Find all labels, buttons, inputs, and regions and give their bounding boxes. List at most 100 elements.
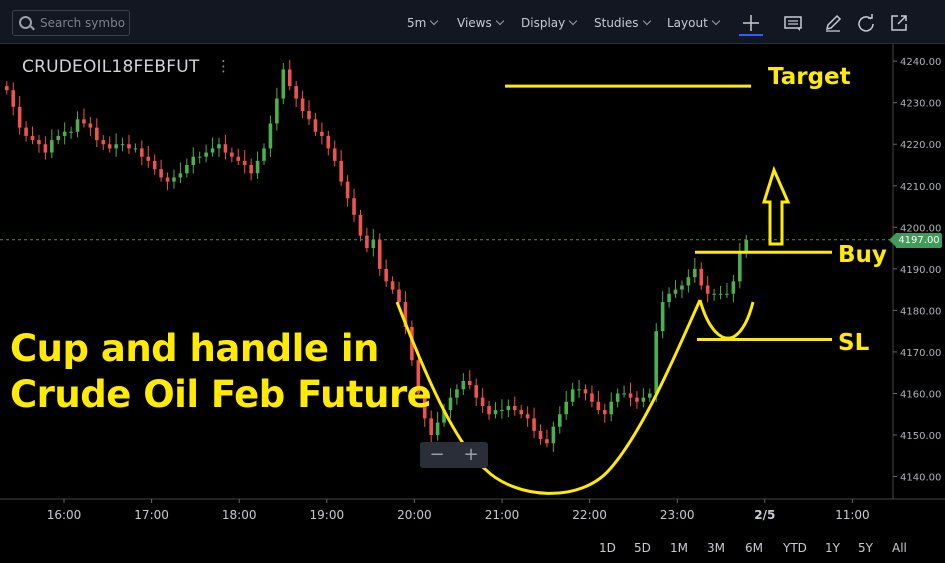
candle-body: [532, 418, 536, 431]
candle-body: [230, 152, 234, 157]
candle-body: [236, 156, 241, 161]
studies-dropdown[interactable]: Studies: [594, 16, 651, 30]
candle-body: [570, 389, 575, 402]
candle-body: [140, 148, 144, 157]
zoom-in-button[interactable]: +: [463, 444, 479, 465]
candle-body: [551, 426, 556, 444]
candle-body: [641, 397, 646, 402]
candle-body: [127, 144, 131, 149]
candle-body: [474, 385, 478, 398]
popout-icon[interactable]: [886, 10, 912, 36]
price-axis: 4240.00 4230.00 4220.00 4210.00 4200.00 4190.…: [893, 57, 941, 484]
price-tick-label: 4240.00: [900, 57, 941, 68]
candle-body: [718, 293, 723, 295]
top-toolbar: 5m Views Display Studies Layout: [0, 0, 945, 44]
range-bar: 1D 5D 1M 3M 6M YTD 1Y 5Y All: [0, 532, 945, 563]
zoom-control: − +: [420, 442, 488, 468]
time-tick-label: 19:00: [310, 508, 345, 522]
interval-dropdown[interactable]: 5m: [407, 16, 439, 30]
headline-line-1: Cup and handle in: [10, 327, 379, 370]
range-button-all[interactable]: All: [892, 541, 907, 555]
candle-body: [564, 401, 569, 415]
range-button-1m[interactable]: 1M: [670, 541, 688, 555]
price-tick-label: 4230.00: [900, 99, 941, 110]
candle-body: [75, 119, 80, 132]
handle-curve: [698, 299, 755, 340]
candle-body: [95, 127, 99, 141]
candle-body: [11, 90, 16, 107]
display-dropdown[interactable]: Display: [521, 16, 578, 30]
price-tick-label: 4150.00: [900, 431, 941, 442]
layout-dropdown[interactable]: Layout: [667, 16, 721, 30]
drawing-annotations: [395, 84, 832, 495]
candle-body: [538, 430, 543, 440]
candle-body: [352, 198, 356, 215]
range-button-6m[interactable]: 6M: [745, 541, 763, 555]
time-tick-label: 16:00: [47, 508, 82, 522]
candle-body: [615, 393, 620, 402]
candle-body: [712, 293, 716, 295]
refresh-icon[interactable]: [853, 10, 879, 36]
candle-body: [242, 160, 247, 165]
headline-line-2: Crude Oil Feb Future: [10, 373, 432, 416]
search-input[interactable]: [40, 14, 126, 32]
candle-body: [519, 410, 523, 415]
zoom-out-button[interactable]: −: [429, 444, 445, 465]
candle-body: [37, 140, 41, 145]
candle-body: [467, 381, 472, 386]
candle-body: [101, 140, 106, 145]
price-tick-label: 4190.00: [900, 265, 941, 276]
candle-body: [332, 148, 337, 161]
candle-body: [422, 393, 427, 419]
more-vertical-icon[interactable]: ⋮: [216, 57, 231, 75]
chevron-down-icon: [642, 16, 651, 26]
time-axis: 16:00 17:00 18:00 19:00 20:00 21:00 22:00 23:00…: [47, 499, 870, 522]
candle-body: [88, 123, 93, 128]
crosshair-icon[interactable]: [738, 10, 764, 36]
candle-body: [371, 239, 376, 249]
candle-body: [699, 268, 704, 286]
range-button-1y[interactable]: 1Y: [825, 541, 840, 555]
candle-body: [82, 119, 86, 124]
candle-body: [365, 235, 369, 249]
time-tick-label: 22:00: [572, 508, 607, 522]
chevron-down-icon: [711, 16, 721, 26]
candle-body: [557, 414, 562, 427]
candle-body: [673, 289, 678, 294]
price-tick-label: 4220.00: [900, 140, 941, 151]
candle-body: [390, 281, 395, 290]
candle-body: [693, 268, 697, 278]
candle-body: [56, 135, 61, 141]
candle-body: [178, 173, 183, 178]
candle-body: [448, 397, 453, 411]
candle-body: [107, 144, 112, 149]
price-chart[interactable]: 4240.00 4230.00 4220.00 4210.00 4200.00 4190.…: [0, 44, 945, 532]
range-button-5y[interactable]: 5Y: [858, 541, 873, 555]
candle-body: [686, 277, 691, 286]
candle-body: [358, 214, 363, 236]
range-button-ytd[interactable]: YTD: [783, 541, 807, 555]
last-price-tag: 4197.00: [889, 232, 942, 248]
range-button-3m[interactable]: 3M: [707, 541, 725, 555]
candle-body: [307, 111, 311, 120]
candle-body: [403, 302, 408, 327]
candle-body: [69, 131, 73, 133]
target-label: Target: [768, 64, 851, 90]
range-button-1d[interactable]: 1D: [599, 541, 616, 555]
views-dropdown[interactable]: Views: [457, 16, 504, 30]
candle-body: [500, 410, 504, 412]
candle-body: [602, 410, 607, 415]
candle-body: [583, 389, 588, 394]
time-tick-label: 23:00: [660, 508, 695, 522]
interval-label: 5m: [407, 16, 427, 30]
search-box[interactable]: [12, 10, 130, 36]
pencil-icon[interactable]: [820, 10, 846, 36]
candle-body: [628, 393, 633, 398]
candle-body: [133, 148, 138, 150]
candle-body: [725, 293, 729, 295]
time-tick-label: 17:00: [134, 508, 169, 522]
range-button-5d[interactable]: 5D: [634, 541, 651, 555]
candle-body: [622, 393, 626, 395]
comment-icon[interactable]: [780, 10, 806, 36]
candle-body: [397, 289, 401, 303]
